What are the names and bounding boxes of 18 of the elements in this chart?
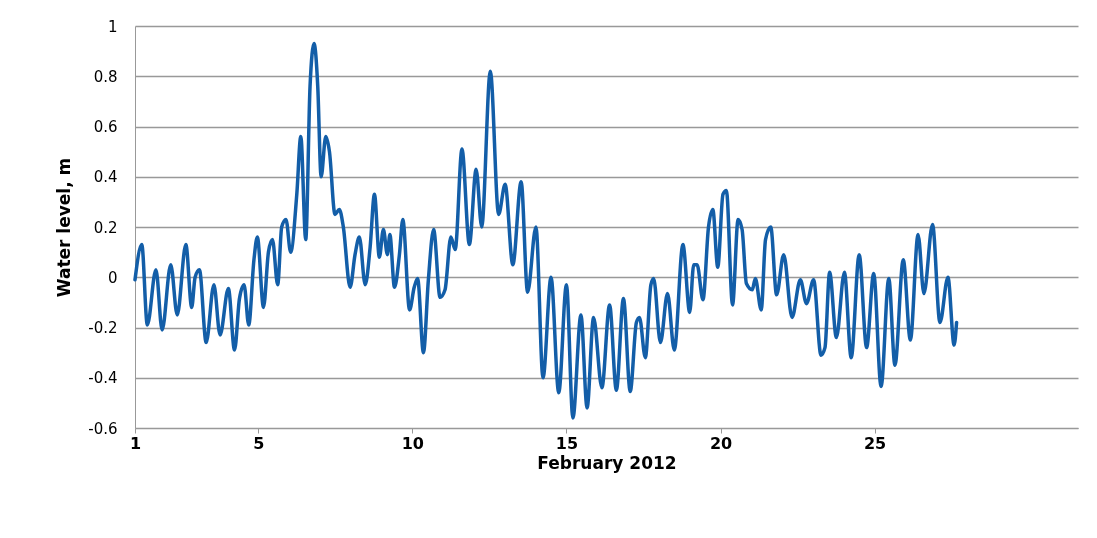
x-tick-label: 25 (863, 433, 887, 453)
x-tick-label: 10 (401, 433, 424, 453)
y-tick-label: 0.4 (93, 168, 118, 187)
line-series (133, 41, 959, 420)
y-tick-label: 0.2 (93, 218, 118, 237)
y-tick-label: -0.4 (88, 369, 118, 388)
x-tick-label: 15 (555, 433, 579, 453)
y-tick-label: 0.8 (93, 67, 118, 86)
x-tick-label: 1 (129, 433, 142, 453)
y-tick-label: -0.6 (88, 419, 118, 438)
y-tick-label: -0.2 (88, 319, 118, 337)
x-axis-title: February 2012 (537, 452, 677, 473)
y-tick-label: 0 (107, 268, 118, 287)
x-tick-label: 5 (253, 433, 265, 453)
y-axis-title: Water level, m (54, 157, 75, 298)
y-tick-label: 1 (107, 17, 118, 36)
y-tick-label: 0.6 (93, 118, 118, 136)
x-tick-label: 20 (709, 433, 733, 453)
